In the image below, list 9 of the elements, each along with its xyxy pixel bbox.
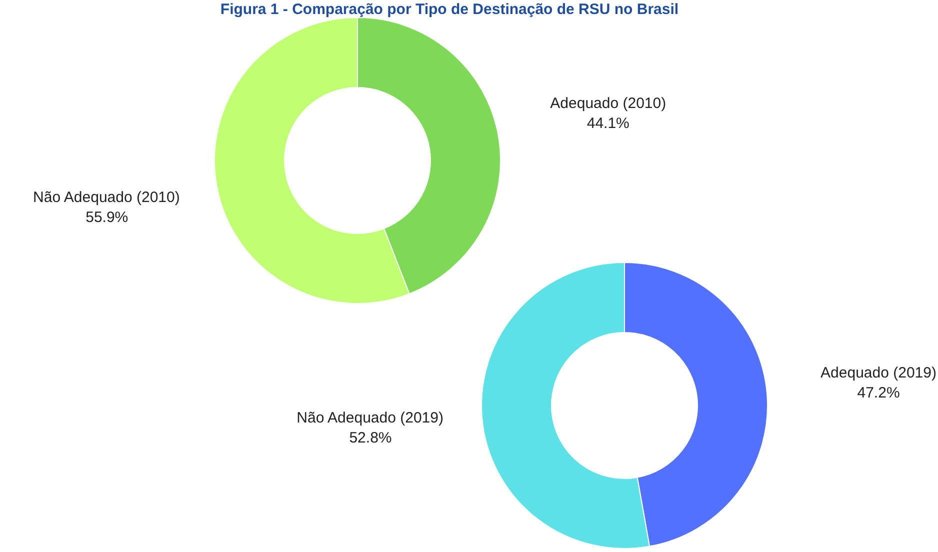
data-label: 55.9% xyxy=(86,208,128,226)
slice-label: Adequado (2010) xyxy=(550,95,666,112)
chart-title: Figura 1 - Comparação por Tipo de Destinação de RSU no Brasil xyxy=(220,1,679,18)
data-label: 52.8% xyxy=(349,429,392,446)
slice-label: Não Adequado (2019) xyxy=(296,409,444,426)
slice-label: Adequado (2019) xyxy=(820,364,936,382)
data-label: 47.2% xyxy=(857,384,900,402)
slice-label: Não Adequado (2010) xyxy=(33,188,180,206)
data-label: 44.1% xyxy=(586,115,630,132)
